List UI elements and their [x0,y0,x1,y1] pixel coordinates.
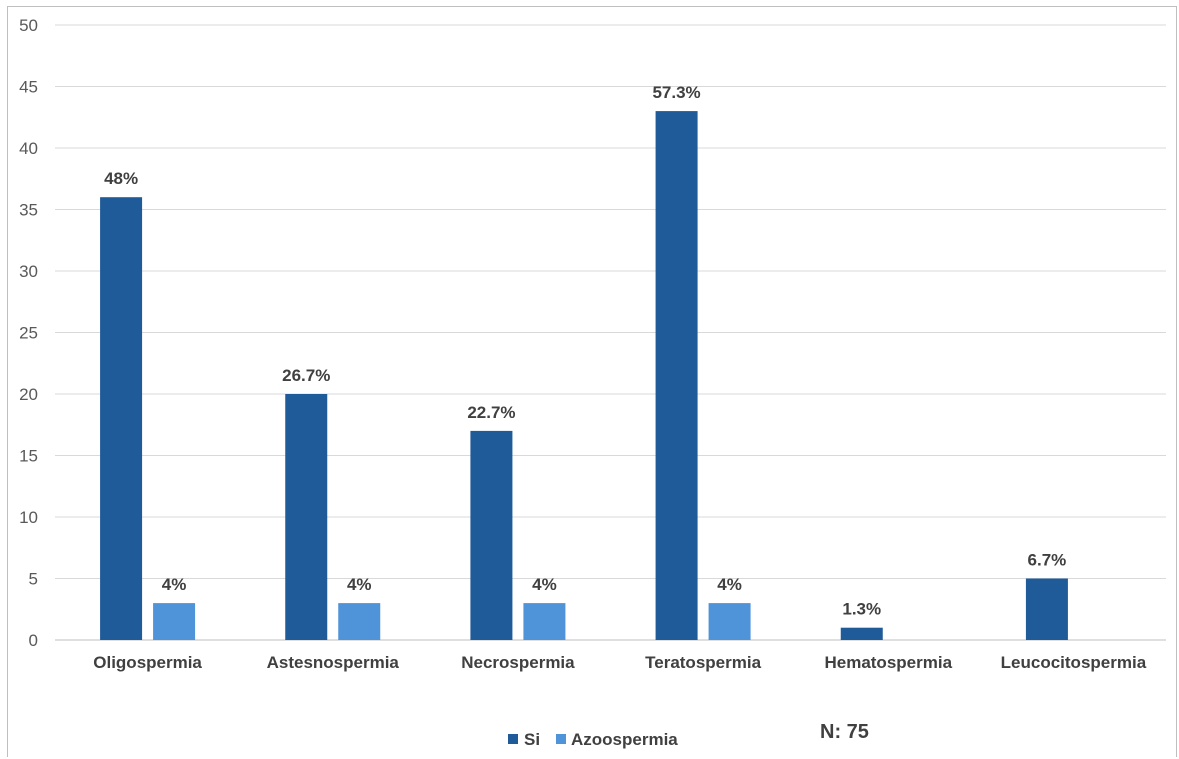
bar-si-oligospermia [100,197,143,640]
x-axis: Oligospermia Astesnospermia Necrospermia Te… [93,653,1146,672]
bar-si-astesnospermia [285,394,328,640]
y-tick-label: 15 [19,447,38,466]
x-tick-label: Teratospermia [645,653,761,672]
data-label: 22.7% [467,403,515,422]
bar-si-necrospermia [470,430,513,640]
data-label: 48% [104,169,138,188]
x-tick-label: Leucocitospermia [1001,653,1147,672]
chart-frame [7,6,1177,757]
data-label: 4% [717,575,742,594]
bar-si-teratospermia [655,111,698,641]
y-tick-label: 45 [19,78,38,97]
y-axis: 0 5 10 15 20 25 30 35 40 45 50 [19,16,38,650]
legend-swatch-azoospermia [556,734,566,744]
gridlines [55,24,1166,641]
bar-si-leucocitospermia [1025,578,1068,640]
bars: 48% 4% 26.7% 4% 22.7% 4% 57.3% 4% 1.3% 6.7% [100,83,1068,641]
legend-label-si: Si [524,730,540,749]
data-label: 57.3% [652,83,700,102]
data-label: 1.3% [842,600,881,619]
y-tick-label: 50 [19,16,38,35]
bar-azoospermia-necrospermia [523,603,566,640]
x-tick-label: Necrospermia [461,653,575,672]
bar-azoospermia-oligospermia [153,603,196,640]
y-tick-label: 5 [29,570,38,589]
y-tick-label: 40 [19,139,38,158]
sample-size-note: N: 75 [820,721,869,743]
y-tick-label: 25 [19,324,38,343]
bar-azoospermia-teratospermia [708,603,751,640]
y-tick-label: 30 [19,262,38,281]
data-label: 4% [532,575,557,594]
y-tick-label: 20 [19,385,38,404]
x-tick-label: Astesnospermia [267,653,400,672]
data-label: 4% [162,575,187,594]
data-label: 6.7% [1028,551,1067,570]
bar-azoospermia-astesnospermia [338,603,381,640]
y-tick-label: 35 [19,201,38,220]
legend-label-azoospermia: Azoospermia [571,730,678,749]
data-label: 4% [347,575,372,594]
y-tick-label: 10 [19,508,38,527]
x-tick-label: Oligospermia [93,653,202,672]
legend-swatch-si [508,734,518,744]
y-tick-label: 0 [29,631,38,650]
bar-si-hematospermia [840,627,883,640]
x-tick-label: Hematospermia [824,653,952,672]
data-label: 26.7% [282,366,330,385]
legend: Si Azoospermia [508,730,678,749]
